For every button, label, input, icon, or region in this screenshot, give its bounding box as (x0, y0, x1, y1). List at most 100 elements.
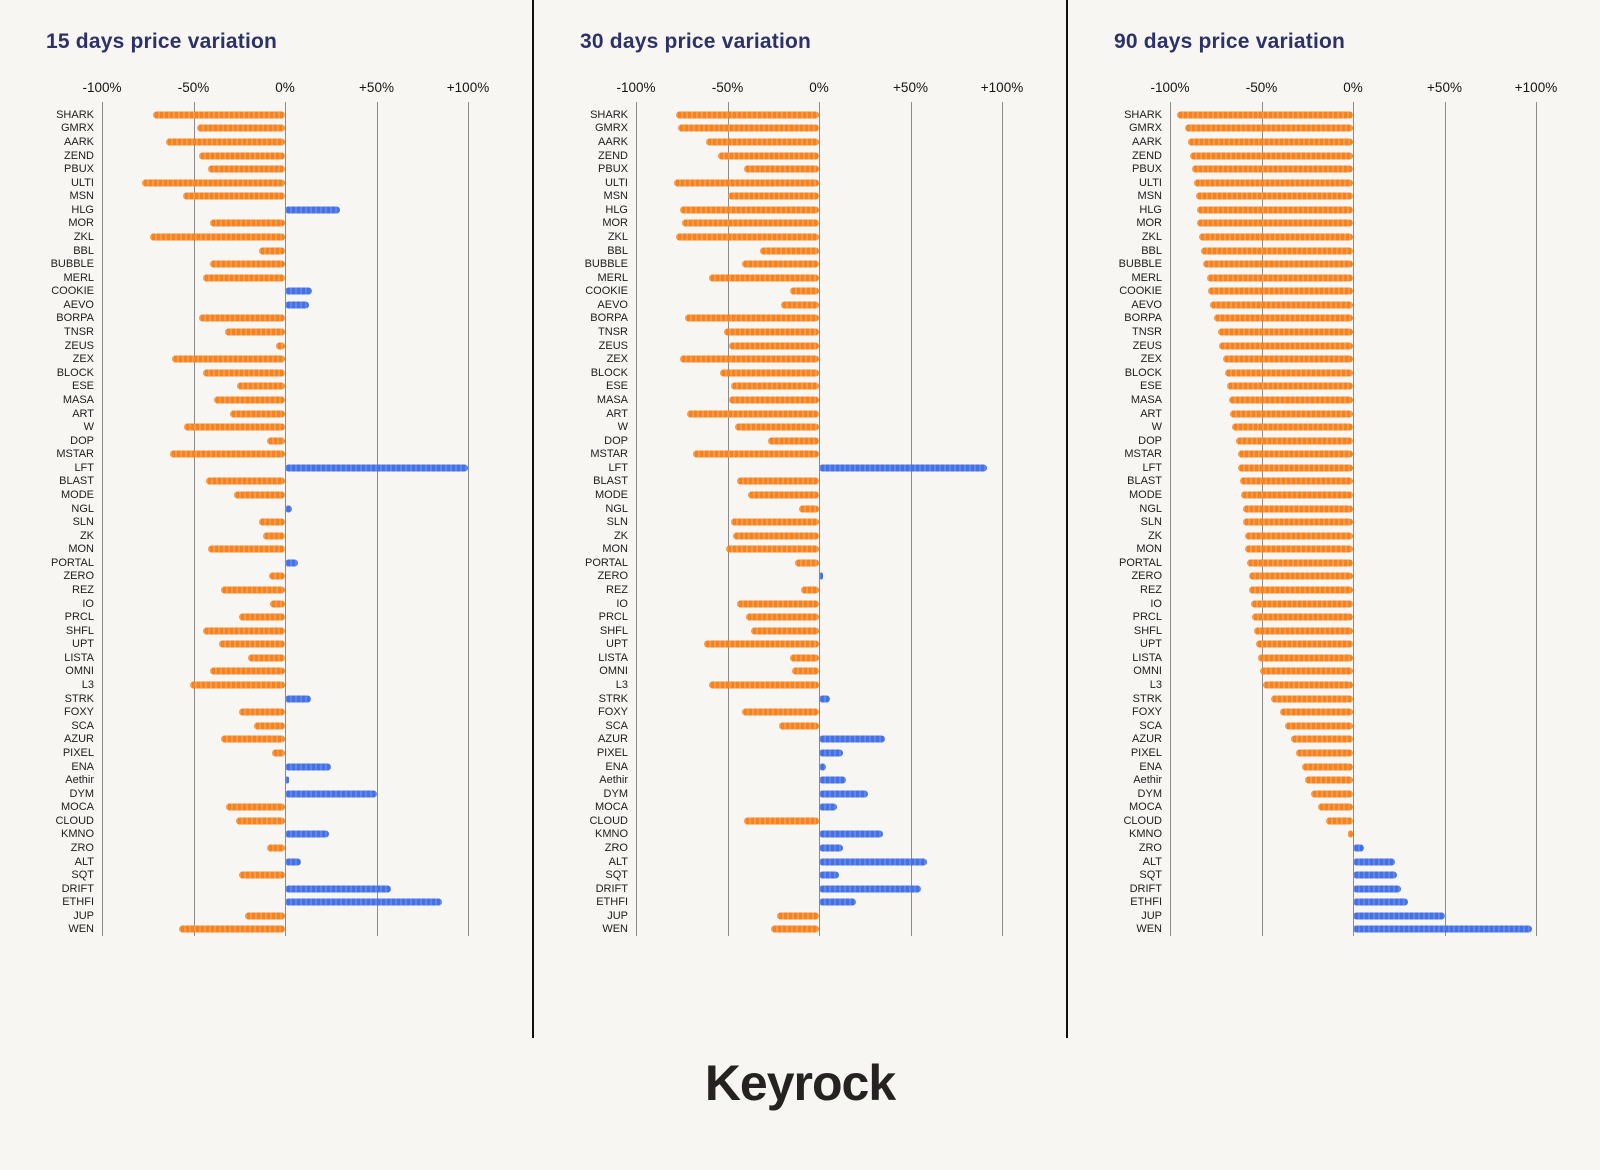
positive-bar (285, 287, 313, 295)
bar-row: ZERO (1131, 570, 1536, 584)
negative-bar (729, 396, 819, 404)
ticker-label: CLOUD (1123, 814, 1162, 827)
bar-row: MERL (597, 271, 1002, 285)
ticker-label: MASA (596, 393, 628, 406)
x-axis-tick: +50% (893, 80, 928, 95)
negative-bar (268, 572, 285, 580)
bar-row: FOXY (598, 705, 1002, 719)
negative-bar (776, 912, 819, 920)
negative-bar (1248, 572, 1353, 580)
ticker-label: AZUR (64, 733, 94, 746)
ticker-label: ZEUS (1132, 339, 1162, 352)
negative-bar (1197, 206, 1353, 214)
negative-bar (800, 586, 819, 594)
ticker-label: DRIFT (595, 882, 628, 895)
bar-row: PBUX (1132, 162, 1536, 176)
ticker-label: TNSR (1132, 326, 1162, 339)
ticker-label: KMNO (1129, 828, 1162, 841)
negative-bar (1310, 790, 1353, 798)
ticker-label: SCA (71, 719, 94, 732)
negative-bar (202, 274, 285, 282)
negative-bar (747, 491, 819, 499)
ticker-label: AEVO (1131, 298, 1162, 311)
positive-bar (819, 885, 922, 893)
bar-row: MSTAR (56, 447, 468, 461)
bar-row: ZEND (598, 149, 1002, 163)
x-axis-tick: +50% (359, 80, 394, 95)
bar-row: NGL (605, 502, 1002, 516)
bar-row: W (1152, 420, 1536, 434)
bar-row: ALT (1143, 855, 1536, 869)
bar-row: MSN (70, 189, 468, 203)
ticker-label: ENA (605, 760, 628, 773)
bar-row: BBL (73, 244, 468, 258)
negative-bar (1325, 817, 1353, 825)
bar-row: AEVO (1131, 298, 1536, 312)
panel-divider (1066, 0, 1068, 1038)
negative-bar (197, 124, 285, 132)
bar-row: CLOUD (1123, 814, 1536, 828)
positive-bar (819, 830, 884, 838)
bar-row: TNSR (598, 325, 1002, 339)
negative-bar (703, 640, 819, 648)
x-axis-tick: 0% (275, 80, 295, 95)
bar-row: UPT (72, 638, 468, 652)
keyrock-logo: Keyrock (704, 1055, 896, 1111)
bar-row: MOR (1136, 217, 1536, 231)
bar-row: DYM (1138, 787, 1536, 801)
ticker-label: HLG (1139, 203, 1162, 216)
ticker-label: JUP (73, 909, 94, 922)
negative-bar (718, 152, 819, 160)
bar-row: BORPA (56, 312, 468, 326)
ticker-label: IO (82, 597, 94, 610)
negative-bar (1213, 314, 1353, 322)
negative-bar (1232, 423, 1353, 431)
negative-bar (1250, 600, 1353, 608)
negative-bar (253, 722, 285, 730)
negative-bar (1245, 545, 1353, 553)
negative-bar (208, 165, 285, 173)
bar-row: AARK (1132, 135, 1536, 149)
ticker-label: STRK (1132, 692, 1162, 705)
ticker-label: ZK (613, 529, 628, 542)
ticker-label: DRIFT (61, 882, 94, 895)
bar-row: FOXY (1132, 705, 1536, 719)
ticker-label: ZRO (70, 842, 94, 854)
negative-bar (1290, 735, 1353, 743)
bar-row: ENA (605, 760, 1002, 774)
bar-row: OMNI (599, 665, 1002, 679)
ticker-label: MSN (603, 190, 628, 203)
negative-bar (213, 396, 285, 404)
bar-row: SHFL (1134, 624, 1536, 638)
x-axis-tick: -50% (177, 80, 210, 95)
bar-row: ALT (609, 855, 1002, 869)
ticker-label: SLN (72, 516, 94, 529)
negative-bar (771, 925, 819, 933)
negative-bar (681, 219, 819, 227)
bar-row: WEN (1136, 923, 1536, 937)
gridline (819, 102, 820, 936)
bar-row: REZ (72, 583, 468, 597)
negative-bar (760, 247, 819, 255)
ticker-label: ZK (1147, 529, 1162, 542)
ticker-label: TNSR (64, 326, 94, 339)
bar-row: MON (602, 543, 1002, 557)
ticker-label: SCA (605, 719, 628, 732)
positive-bar (819, 790, 869, 798)
ticker-label: MON (68, 543, 94, 556)
plot-area: SHARK GMRX AARK ZEND PBUX ULTI MSN HLG MOR ZKL BBL… (585, 102, 1003, 936)
ticker-label: W (1151, 421, 1162, 434)
x-axis-tick: -50% (1245, 80, 1278, 95)
negative-bar (263, 532, 285, 540)
negative-bar (767, 437, 819, 445)
ticker-label: PORTAL (585, 556, 628, 569)
ticker-label: PBUX (1132, 163, 1162, 176)
negative-bar (725, 545, 819, 553)
bar-row: BLOCK (1125, 366, 1536, 380)
bar-row: SHARK (56, 108, 468, 122)
negative-bar (1246, 559, 1353, 567)
gridline (285, 102, 286, 936)
bar-row: ZKL (1142, 230, 1536, 244)
ticker-label: MERL (1131, 271, 1162, 284)
ticker-label: DYM (603, 787, 628, 800)
